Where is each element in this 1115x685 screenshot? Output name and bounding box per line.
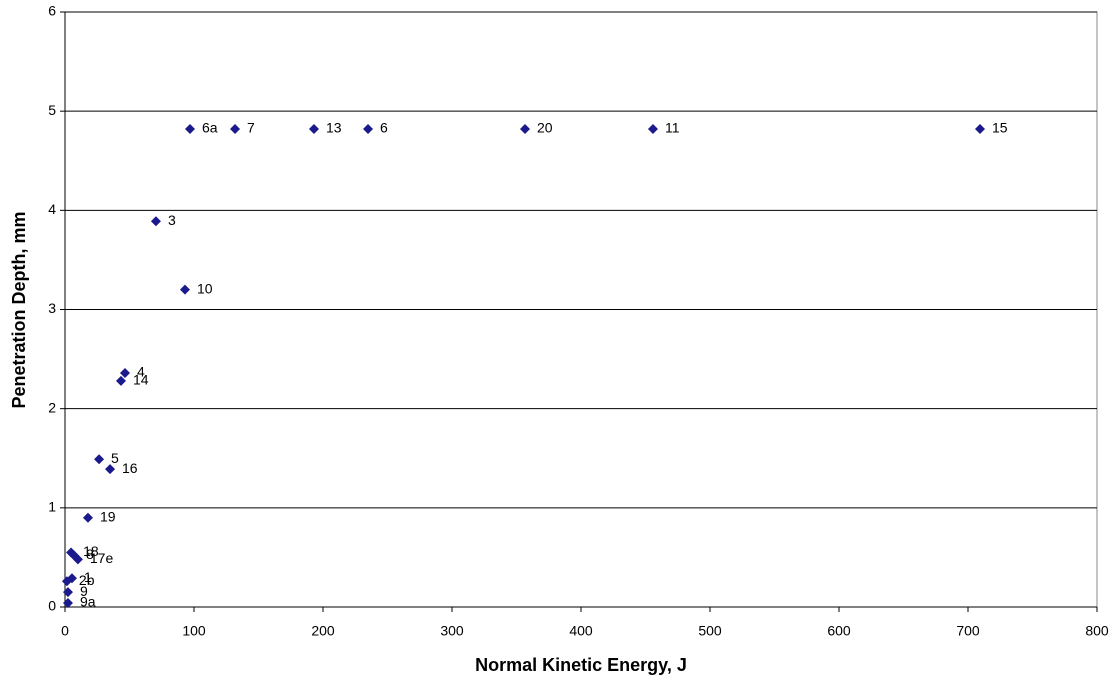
- point-label: 15: [992, 120, 1008, 136]
- point: [105, 464, 116, 475]
- x-tick-label: 500: [698, 623, 722, 639]
- point-label: 5: [111, 450, 119, 466]
- x-tick-label: 700: [956, 623, 980, 639]
- point: [308, 124, 319, 135]
- point: [82, 512, 93, 523]
- y-axis-title: Penetration Depth, mm: [9, 211, 29, 408]
- y-tick-label: 4: [48, 201, 56, 217]
- x-axis-title: Normal Kinetic Energy, J: [475, 655, 687, 675]
- point-label: 1: [84, 569, 92, 585]
- y-tick-label: 5: [48, 102, 56, 118]
- point: [647, 124, 658, 135]
- point: [179, 284, 190, 295]
- x-tick-label: 600: [827, 623, 851, 639]
- point-label: 6a: [202, 120, 218, 136]
- point-label: 9a: [80, 594, 96, 610]
- point-label: 7: [247, 120, 255, 136]
- point: [62, 598, 73, 609]
- point: [62, 587, 73, 598]
- point-label: 14: [133, 372, 149, 388]
- point-label: 4: [137, 364, 145, 380]
- point-label: 19: [100, 508, 116, 524]
- point: [185, 124, 196, 135]
- x-tick-label: 400: [569, 623, 593, 639]
- y-tick-label: 6: [48, 3, 56, 19]
- point: [363, 124, 374, 135]
- y-tick-label: 2: [48, 399, 56, 415]
- point: [72, 554, 83, 565]
- y-tick-label: 0: [48, 598, 56, 614]
- point-label: 2b: [79, 572, 95, 588]
- point: [230, 124, 241, 135]
- point: [150, 216, 161, 227]
- point-label: 9: [80, 583, 88, 599]
- point-label: 3: [168, 212, 176, 228]
- x-tick-label: 300: [440, 623, 464, 639]
- point-label: 18: [83, 543, 99, 559]
- point-label: 16: [122, 460, 138, 476]
- x-tick-label: 0: [61, 623, 69, 639]
- point: [115, 375, 126, 386]
- point: [94, 454, 105, 465]
- point-label: 20: [537, 120, 553, 136]
- point: [66, 573, 77, 584]
- x-tick-label: 100: [182, 623, 206, 639]
- y-tick-label: 1: [48, 499, 56, 515]
- x-tick-label: 800: [1085, 623, 1109, 639]
- point-label: 6: [380, 120, 388, 136]
- point: [520, 124, 531, 135]
- point-label: 8: [86, 546, 94, 562]
- point-label: 10: [197, 280, 213, 296]
- point: [974, 124, 985, 135]
- x-tick-label: 200: [311, 623, 335, 639]
- point-label: 13: [326, 120, 342, 136]
- point-label: 11: [665, 120, 680, 136]
- y-tick-label: 3: [48, 300, 56, 316]
- point-label: 17e: [90, 550, 114, 566]
- point: [119, 367, 130, 378]
